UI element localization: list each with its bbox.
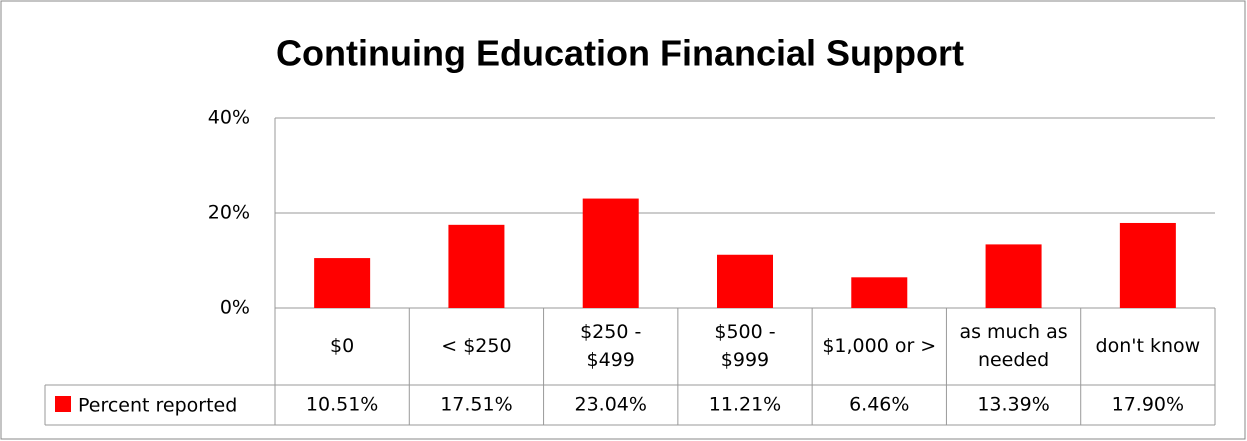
y-tick-label: 40% xyxy=(208,107,250,129)
x-tick-cell: $0 xyxy=(330,334,355,357)
y-tick-label: 20% xyxy=(208,202,250,224)
bar xyxy=(314,258,371,308)
data-label: 17.90% xyxy=(1112,394,1184,416)
x-tick-label: $500 - $999 xyxy=(714,320,776,371)
x-tick-cell: as much as needed xyxy=(959,320,1068,371)
x-tick-cell: don't know xyxy=(1095,334,1201,357)
x-tick-cell: < $250 xyxy=(441,334,512,357)
bar xyxy=(1119,222,1176,308)
chart-title: Continuing Education Financial Support xyxy=(276,33,964,74)
x-tick-label: don't know xyxy=(1095,334,1201,357)
x-tick-cell: $1,000 or > xyxy=(822,334,937,357)
data-label: 17.51% xyxy=(440,394,512,416)
data-label: 23.04% xyxy=(574,394,646,416)
x-tick-cell: $500 - $999 xyxy=(714,320,776,371)
legend-label: Percent reported xyxy=(78,395,237,417)
bar xyxy=(717,254,773,308)
data-label: 13.39% xyxy=(977,394,1049,416)
bar xyxy=(851,277,908,308)
x-tick-label: $1,000 or > xyxy=(822,334,937,357)
data-label: 6.46% xyxy=(849,394,909,416)
y-tick-label: 0% xyxy=(220,297,250,319)
x-tick-label: $250 - $499 xyxy=(580,320,642,371)
data-label: 11.21% xyxy=(709,394,781,416)
bar xyxy=(985,244,1042,308)
bar xyxy=(582,198,639,308)
legend-swatch xyxy=(55,396,71,412)
data-label: 10.51% xyxy=(306,394,378,416)
x-tick-label: $0 xyxy=(330,334,355,357)
x-tick-label: as much as needed xyxy=(959,320,1068,371)
x-tick-label: < $250 xyxy=(441,334,512,357)
bar xyxy=(448,224,505,308)
x-tick-cell: $250 - $499 xyxy=(580,320,642,371)
